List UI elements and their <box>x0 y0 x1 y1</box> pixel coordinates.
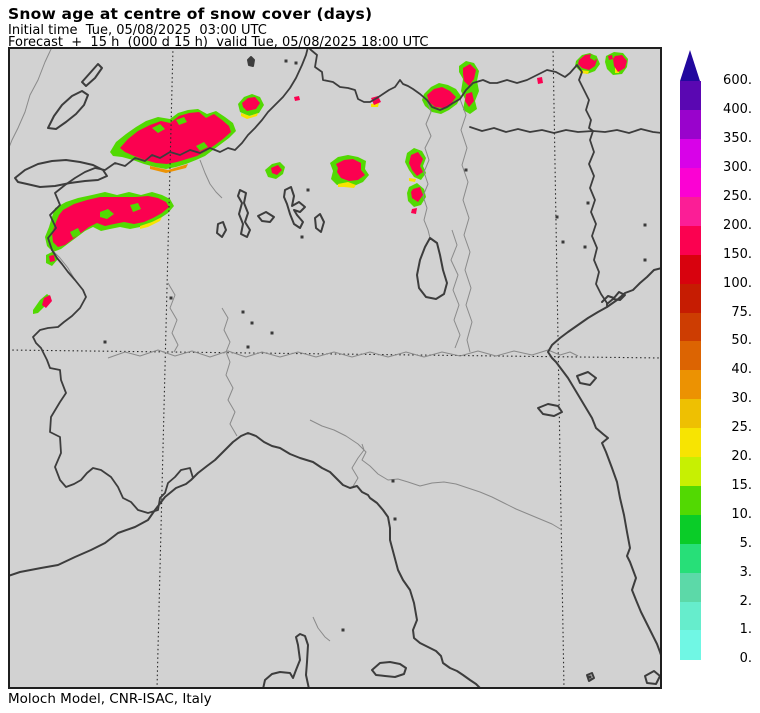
colorbar-tick-label: 200. <box>723 217 752 233</box>
colorbar-segment <box>680 168 701 198</box>
colorbar-tick-label: 40. <box>731 362 752 378</box>
colorbar-segment <box>680 370 701 400</box>
snow-patches <box>33 52 628 314</box>
colorbar-segment <box>680 399 701 429</box>
coastlines <box>8 267 662 689</box>
lakes <box>14 56 448 300</box>
colorbar-tick-label: 3. <box>739 564 752 580</box>
colorbar-tick-label: 10. <box>731 506 752 522</box>
colorbar-segment <box>680 225 701 256</box>
colorbar-tick-label: 25. <box>731 420 752 436</box>
national-borders <box>32 47 662 514</box>
colorbar-tick-label: 2. <box>739 593 752 609</box>
colorbar-tick-label: 5. <box>739 535 752 551</box>
colorbar-segment <box>680 630 701 660</box>
colorbar-tick-label: 350. <box>723 131 752 147</box>
colorbar-segment <box>680 428 701 458</box>
colorbar-tick-label: 75. <box>731 304 752 320</box>
colorbar-tick-label: 1. <box>739 622 752 638</box>
colorbar-segment <box>680 196 701 227</box>
graticule <box>8 47 662 689</box>
colorbar-segment <box>680 572 701 602</box>
colorbar-segment <box>680 485 701 516</box>
city-markers <box>103 59 647 679</box>
colorbar-segment <box>680 514 701 545</box>
regional-borders <box>8 47 579 642</box>
colorbar-segment <box>680 81 701 111</box>
map-frame <box>8 47 662 689</box>
colorbar-tick-label: 30. <box>731 391 752 407</box>
colorbar-tick-label: 50. <box>731 333 752 349</box>
colorbar-segment <box>680 341 701 371</box>
colorbar-segment <box>680 312 701 342</box>
colorbar-segment <box>680 254 701 285</box>
colorbar-tick-label: 20. <box>731 449 752 464</box>
plot-title: Snow age at centre of snow cover (days) <box>8 5 373 23</box>
colorbar-arrow <box>680 50 700 82</box>
forecast-line: Forecast + 15 h (000 d 15 h) valid Tue, … <box>8 35 429 50</box>
colorbar-segment <box>680 283 701 313</box>
colorbar-tick-label: 600. <box>723 73 752 89</box>
colorbar-segment <box>680 543 701 574</box>
colorbar-segment <box>680 457 701 487</box>
colorbar-segment <box>680 110 701 140</box>
colorbar-tick-label: 150. <box>723 246 752 262</box>
attribution: Moloch Model, CNR-ISAC, Italy <box>8 691 212 707</box>
colorbar-tick-label: 250. <box>723 188 752 204</box>
map-background <box>8 47 662 689</box>
initial-time-line: Initial time Tue, 05/08/2025 03:00 UTC <box>8 23 267 38</box>
colorbar-segment <box>680 139 701 169</box>
colorbar-tick-label: 400. <box>723 102 752 118</box>
map-canvas <box>8 47 662 689</box>
colorbar-tick-label: 15. <box>731 477 752 493</box>
colorbar-segment <box>680 601 701 631</box>
colorbar-tick-label: 0. <box>739 651 752 667</box>
colorbar-tick-label: 300. <box>723 160 752 175</box>
colorbar-tick-label: 100. <box>723 275 752 291</box>
